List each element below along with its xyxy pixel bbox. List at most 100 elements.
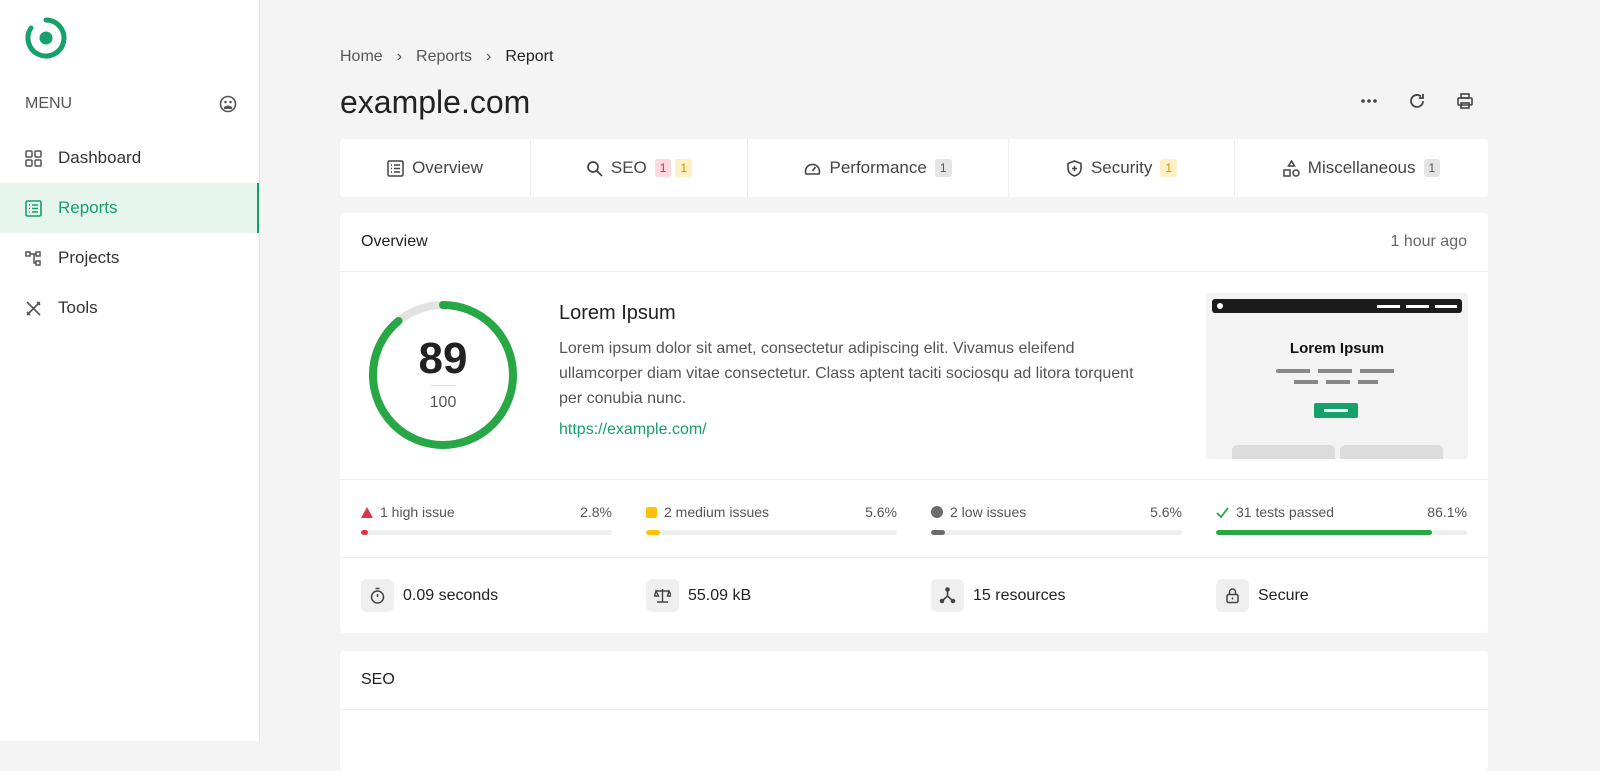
tab-label: Overview	[412, 158, 483, 177]
shield-icon	[1067, 159, 1082, 177]
breadcrumb-current: Report	[505, 48, 554, 65]
tab-miscellaneous[interactable]: Miscellaneous 1	[1235, 139, 1488, 197]
issue-high: 1 high issue 2.8%	[361, 480, 612, 557]
logo[interactable]	[25, 17, 67, 59]
score-value: 89	[418, 334, 468, 383]
tab-security[interactable]: Security 1	[1009, 139, 1235, 197]
tab-label: Miscellaneous	[1307, 158, 1416, 177]
print-icon[interactable]	[1456, 92, 1474, 110]
low-issue-badge: 1	[1423, 159, 1441, 177]
stat-load-time: 0.09 seconds	[361, 579, 612, 612]
resources-icon	[939, 587, 956, 604]
refresh-icon[interactable]	[1408, 92, 1426, 110]
medium-issue-badge: 1	[1160, 159, 1178, 177]
tab-label: Security	[1090, 158, 1153, 177]
shapes-icon	[1283, 159, 1300, 177]
hierarchy-icon	[25, 250, 41, 266]
issue-percent: 2.8%	[580, 504, 612, 520]
divider	[430, 385, 456, 386]
progress-fill	[931, 530, 946, 535]
sidebar-item-label: Tools	[58, 298, 98, 317]
sidebar-item-tools[interactable]: Tools	[0, 283, 259, 333]
more-icon[interactable]	[1360, 92, 1378, 110]
issue-label: 2 low issues	[950, 504, 1027, 520]
chevron-right-icon: ›	[396, 48, 403, 65]
issue-passed: 31 tests passed 86.1%	[1216, 480, 1467, 557]
progress-bar	[646, 530, 897, 535]
stat-label: 55.09 kB	[688, 586, 752, 604]
stat-label: 0.09 seconds	[403, 586, 499, 604]
menu-label: MENU	[25, 95, 73, 112]
grid-icon	[25, 149, 42, 167]
sidebar-item-reports[interactable]: Reports	[0, 183, 259, 233]
stat-label: Secure	[1258, 586, 1309, 604]
progress-bar	[1216, 530, 1467, 535]
list-icon	[387, 159, 404, 177]
stat-security: Secure	[1216, 579, 1467, 612]
sidebar-item-dashboard[interactable]: Dashboard	[0, 133, 259, 183]
square-icon	[646, 506, 657, 518]
medium-issue-badge: 1	[675, 159, 693, 177]
tools-icon	[26, 300, 41, 316]
sidebar-item-projects[interactable]: Projects	[0, 233, 259, 283]
preview-title: Lorem Ipsum	[1289, 340, 1385, 357]
stats-row: 0.09 seconds 55.09 kB 15 resources Secur…	[340, 558, 1488, 633]
site-url-link[interactable]: https://example.com/	[559, 421, 707, 438]
issue-percent: 5.6%	[1150, 504, 1182, 520]
issue-low: 2 low issues 5.6%	[931, 480, 1182, 557]
timestamp: 1 hour ago	[1390, 233, 1467, 250]
circle-icon	[931, 506, 943, 518]
issue-label: 31 tests passed	[1236, 504, 1335, 520]
page-title: example.com	[340, 84, 531, 120]
card-title: Overview	[361, 233, 428, 250]
breadcrumb-reports[interactable]: Reports	[416, 48, 473, 65]
site-description: Lorem ipsum dolor sit amet, consectetur …	[559, 340, 1134, 407]
gauge-icon	[805, 163, 821, 175]
sidebar-item-label: Projects	[58, 248, 120, 267]
lock-icon	[1226, 588, 1239, 604]
scale-icon	[654, 589, 671, 603]
sidebar: MENU Dashboard Reports Projects Tools	[0, 0, 260, 741]
tab-label: SEO	[610, 158, 647, 177]
tab-seo[interactable]: SEO 1 1	[531, 139, 748, 197]
issue-medium: 2 medium issues 5.6%	[646, 480, 897, 557]
low-issue-badge: 1	[934, 159, 952, 177]
search-icon	[587, 160, 603, 177]
list-icon	[25, 199, 42, 217]
tab-bar: Overview SEO 1 1 Performance 1 Security 1 Mi…	[340, 139, 1488, 197]
progress-fill	[361, 530, 369, 535]
card-title: SEO	[361, 671, 395, 688]
breadcrumb-home[interactable]: Home	[340, 48, 383, 65]
sidebar-item-label: Reports	[58, 198, 118, 217]
overview-card: Overview 1 hour ago 89 100 Lorem Ipsum Lo…	[340, 213, 1488, 633]
issue-percent: 5.6%	[865, 504, 897, 520]
score-ring	[369, 301, 517, 449]
sidebar-item-label: Dashboard	[58, 148, 142, 167]
progress-bar	[361, 530, 612, 535]
high-issue-badge: 1	[654, 159, 672, 177]
stat-page-size: 55.09 kB	[646, 579, 897, 612]
seo-card: SEO	[340, 651, 1488, 771]
check-icon	[1216, 506, 1229, 518]
tab-label: Performance	[829, 158, 927, 177]
progress-fill	[1216, 530, 1433, 535]
stat-resources: 15 resources	[931, 579, 1182, 612]
score-ring-fill	[369, 301, 517, 449]
theme-icon[interactable]	[219, 95, 237, 113]
issues-summary: 1 high issue 2.8% 2 medium issues 5.6% 2 l…	[340, 480, 1488, 558]
site-title: Lorem Ipsum	[559, 302, 676, 324]
chevron-right-icon: ›	[486, 48, 492, 65]
stat-label: 15 resources	[973, 586, 1066, 604]
progress-bar	[931, 530, 1182, 535]
tab-performance[interactable]: Performance 1	[748, 139, 1009, 197]
issue-label: 1 high issue	[380, 504, 455, 520]
progress-fill	[646, 530, 661, 535]
issue-label: 2 medium issues	[664, 504, 770, 520]
stopwatch-icon	[370, 587, 385, 604]
issue-percent: 86.1%	[1427, 504, 1467, 520]
score-max: 100	[429, 394, 457, 411]
breadcrumb: Home › Reports › Report	[340, 48, 553, 66]
tab-overview[interactable]: Overview	[340, 139, 531, 197]
triangle-icon	[361, 506, 373, 518]
site-preview[interactable]: Lorem Ipsum	[1206, 293, 1468, 459]
